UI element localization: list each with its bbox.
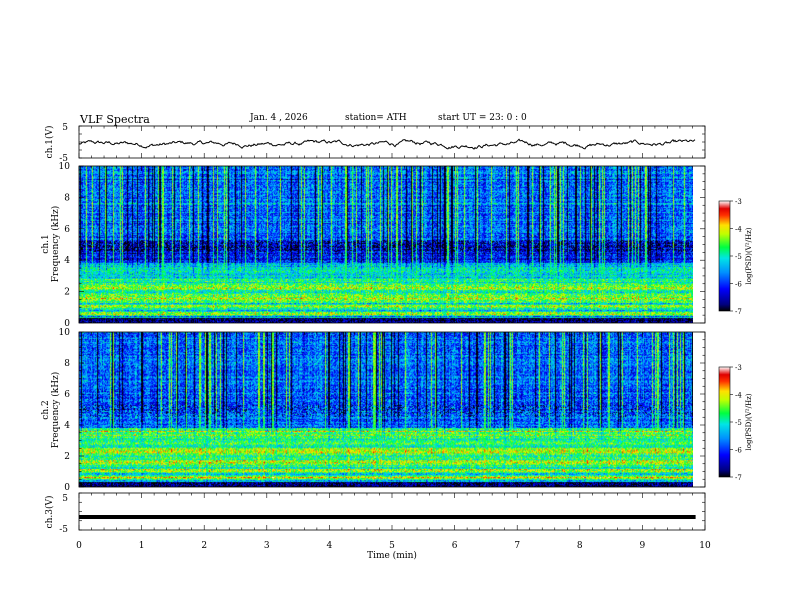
colorbar-tick-label: -3: [735, 198, 742, 206]
ch3-waveform-frame: [78, 492, 706, 531]
ch2-colorbar: -3 -4 -5 -6 -7 log(PSD)(V²/Hz): [718, 364, 753, 482]
x-tick-label: 9: [640, 541, 646, 551]
x-tick-label: 4: [327, 541, 333, 551]
colorbar-tick-label: -6: [735, 447, 742, 455]
frequency-tick-label: 8: [64, 359, 70, 369]
ch1-spectrogram-ylabel: Frequency (kHz): [50, 206, 61, 283]
ch3-waveform-ylabel: ch.3(V): [44, 496, 55, 529]
ch1-trace: [78, 138, 696, 150]
ch3-ytick-bottom: -5: [59, 525, 68, 535]
station-label: station= ATH: [345, 113, 407, 123]
ch3-ytick-top: 5: [62, 494, 68, 504]
frequency-tick-label: 0: [64, 319, 70, 329]
ch1-spectrogram-ylabel-channel: ch.1: [41, 234, 51, 253]
ch2-colorbar-label: log(PSD)(V²/Hz): [745, 393, 753, 450]
frequency-tick-label: 10: [59, 328, 71, 338]
colorbar-tick-label: -5: [735, 419, 742, 427]
ch2-spectrogram-image: [79, 332, 693, 487]
x-tick-label: 5: [389, 541, 395, 551]
ch1-ytick-bottom: -5: [59, 154, 68, 164]
frequency-tick-label: 0: [64, 483, 70, 493]
frequency-tick-label: 10: [59, 162, 71, 172]
frequency-tick-label: 4: [64, 421, 70, 431]
frequency-tick-label: 2: [64, 288, 70, 298]
ch1-ytick-top: 5: [62, 123, 68, 133]
colorbar-tick-label: -4: [735, 226, 742, 234]
ch1-spectrogram-image: [79, 166, 693, 323]
ch1-waveform-ylabel: ch.1(V): [44, 126, 55, 159]
x-axis-label: Time (min): [367, 550, 417, 561]
frequency-tick-label: 6: [64, 390, 70, 400]
ch1-spectrogram-panel: [78, 165, 706, 324]
x-tick-label: 10: [699, 541, 711, 551]
x-tick-label: 1: [139, 541, 145, 551]
ch2-colorbar-gradient: [718, 366, 731, 478]
frequency-tick-label: 6: [64, 225, 70, 235]
x-tick-label: 3: [264, 541, 270, 551]
colorbar-tick-label: -5: [735, 253, 742, 261]
colorbar-tick-label: -6: [735, 281, 742, 289]
colorbar-tick-label: -7: [735, 308, 742, 316]
frequency-tick-label: 8: [64, 193, 70, 203]
x-tick-label: 7: [514, 541, 520, 551]
ch2-spectrogram-ylabel: Frequency (kHz): [50, 372, 61, 449]
x-tick-label: 2: [201, 541, 207, 551]
x-tick-label: 0: [76, 541, 82, 551]
colorbar-tick-label: -3: [735, 364, 742, 372]
start-ut-label: start UT = 23: 0 : 0: [438, 113, 527, 123]
frequency-tick-label: 4: [64, 256, 70, 266]
frequency-tick-label: 2: [64, 452, 70, 462]
ch1-colorbar-label: log(PSD)(V²/Hz): [745, 227, 753, 284]
ch2-spectrogram-ylabel-channel: ch.2: [41, 400, 51, 419]
x-tick-label: 6: [452, 541, 458, 551]
ch1-colorbar: -3 -4 -5 -6 -7 log(PSD)(V²/Hz): [718, 198, 753, 316]
colorbar-tick-label: -4: [735, 392, 742, 400]
x-tick-label: 8: [577, 541, 583, 551]
ch1-colorbar-gradient: [718, 200, 731, 312]
ch2-spectrogram-panel: [78, 331, 706, 488]
colorbar-tick-label: -7: [735, 474, 742, 482]
chart-title: VLF Spectra: [80, 113, 150, 126]
date-label: Jan. 4 , 2026: [250, 113, 308, 123]
